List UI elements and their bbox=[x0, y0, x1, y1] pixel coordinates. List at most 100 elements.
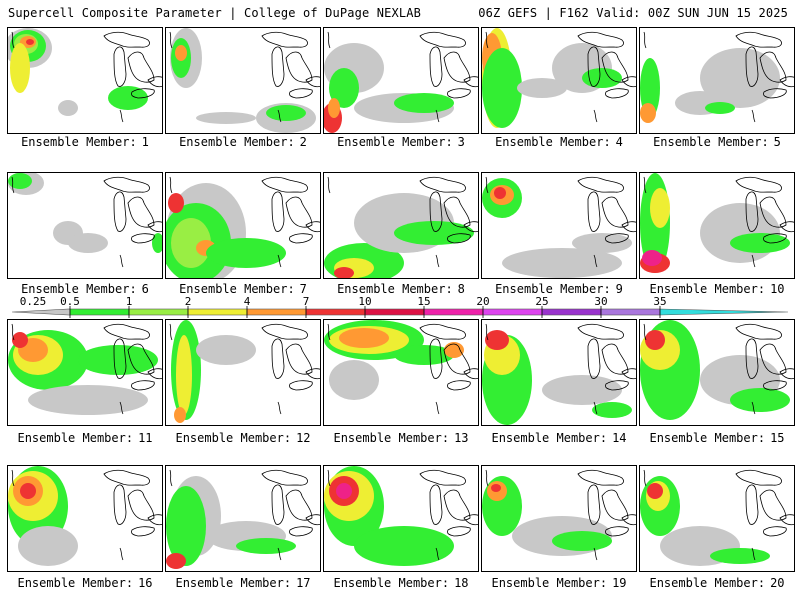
scp-contour bbox=[700, 48, 780, 108]
coastline-detail bbox=[485, 323, 598, 415]
map-panel-14 bbox=[481, 319, 637, 426]
scp-contour bbox=[494, 187, 506, 199]
great-lakes-outline bbox=[735, 31, 794, 99]
scp-contour bbox=[166, 553, 186, 569]
scp-contour bbox=[171, 218, 211, 268]
member-label-6: Ensemble Member: 6 bbox=[21, 282, 149, 296]
member-label-2: Ensemble Member: 2 bbox=[179, 135, 307, 149]
great-lakes-outline bbox=[577, 469, 636, 537]
scp-contour bbox=[444, 342, 464, 358]
coastline-detail bbox=[11, 176, 124, 268]
member-label-18: Ensemble Member: 18 bbox=[333, 576, 469, 590]
scp-contour bbox=[20, 483, 36, 499]
map-panel-9-graphic bbox=[482, 176, 636, 278]
member-label-5: Ensemble Member: 5 bbox=[653, 135, 781, 149]
great-lakes-outline bbox=[577, 323, 636, 391]
coastline-detail bbox=[643, 31, 756, 123]
coastline-detail bbox=[643, 323, 756, 415]
coastline-detail bbox=[169, 176, 282, 268]
scp-contour bbox=[78, 345, 158, 375]
map-panel-3 bbox=[323, 27, 479, 134]
map-panel-14-graphic bbox=[482, 323, 636, 425]
scp-contour bbox=[592, 402, 632, 418]
scp-contour bbox=[394, 221, 474, 245]
colorbar-tick-label: 7 bbox=[302, 295, 310, 308]
coastline-detail bbox=[169, 323, 282, 415]
scp-contour bbox=[168, 193, 184, 213]
great-lakes-outline bbox=[103, 323, 162, 391]
map-panel-11 bbox=[7, 319, 163, 426]
scp-contour bbox=[640, 58, 660, 118]
colorbar bbox=[12, 306, 788, 318]
map-panel-4-graphic bbox=[482, 28, 636, 128]
coastline-detail bbox=[327, 323, 440, 415]
scp-contour bbox=[334, 267, 354, 278]
coastline-detail bbox=[327, 31, 440, 123]
coastline-detail bbox=[485, 31, 598, 123]
colorbar-tick-label: 0.25 bbox=[19, 295, 47, 308]
scp-contour bbox=[10, 43, 30, 93]
scp-contour bbox=[354, 526, 454, 566]
scp-contour bbox=[491, 484, 501, 492]
map-panel-19 bbox=[481, 465, 637, 572]
great-lakes-outline bbox=[261, 323, 320, 391]
member-label-3: Ensemble Member: 3 bbox=[337, 135, 465, 149]
scp-contour bbox=[339, 328, 389, 348]
map-panel-13 bbox=[323, 319, 479, 426]
map-panel-12 bbox=[165, 319, 321, 426]
colorbar-segment bbox=[423, 308, 484, 316]
map-panel-2-graphic bbox=[169, 28, 320, 133]
great-lakes-outline bbox=[103, 469, 162, 537]
scp-contour bbox=[12, 332, 28, 348]
great-lakes-outline bbox=[735, 323, 794, 391]
map-panel-19-graphic bbox=[482, 469, 636, 561]
scp-contour bbox=[582, 68, 622, 88]
scp-contour bbox=[485, 330, 509, 350]
great-lakes-outline bbox=[735, 469, 794, 537]
great-lakes-outline bbox=[261, 31, 320, 99]
coastline-detail bbox=[485, 176, 598, 268]
colorbar-segment bbox=[305, 308, 366, 316]
scp-contour bbox=[176, 335, 192, 415]
map-panel-5-graphic bbox=[640, 31, 794, 123]
scp-contour bbox=[650, 188, 670, 228]
map-panel-10-graphic bbox=[640, 173, 794, 273]
great-lakes-outline bbox=[419, 176, 478, 244]
coastline-detail bbox=[11, 323, 124, 415]
map-panel-16 bbox=[7, 465, 163, 572]
scp-contour bbox=[152, 233, 162, 253]
coastline-detail bbox=[169, 469, 282, 561]
map-panel-7-graphic bbox=[166, 176, 320, 278]
scp-contour bbox=[394, 93, 454, 113]
member-label-9: Ensemble Member: 9 bbox=[495, 282, 623, 296]
member-label-7: Ensemble Member: 7 bbox=[179, 282, 307, 296]
map-panel-9 bbox=[481, 172, 637, 279]
member-label-11: Ensemble Member: 11 bbox=[17, 431, 153, 445]
great-lakes-outline bbox=[419, 469, 478, 537]
colorbar-tick-label: 25 bbox=[535, 295, 549, 308]
map-title: Supercell Composite Parameter | College … bbox=[8, 6, 421, 20]
scp-contour bbox=[58, 100, 78, 116]
scp-contour bbox=[336, 483, 352, 499]
colorbar-tick-label: 30 bbox=[594, 295, 608, 308]
map-panel-1 bbox=[7, 27, 163, 134]
scp-contour bbox=[175, 45, 187, 61]
map-panel-7 bbox=[165, 172, 321, 279]
member-label-17: Ensemble Member: 17 bbox=[175, 576, 311, 590]
map-panel-8 bbox=[323, 172, 479, 279]
colorbar-tick-label: 20 bbox=[476, 295, 490, 308]
map-panel-6-graphic bbox=[8, 173, 162, 268]
map-panel-16-graphic bbox=[8, 466, 162, 566]
scp-contour bbox=[266, 105, 306, 121]
scp-contour bbox=[26, 39, 34, 45]
coastline-detail bbox=[485, 469, 598, 561]
map-panel-15-graphic bbox=[640, 320, 794, 420]
scp-contour bbox=[642, 250, 662, 266]
colorbar-segment bbox=[541, 308, 602, 316]
scp-contour bbox=[730, 233, 790, 253]
colorbar-segment bbox=[482, 308, 543, 316]
map-panel-10 bbox=[639, 172, 795, 279]
great-lakes-outline bbox=[261, 176, 320, 244]
colorbar-tick-label: 2 bbox=[184, 295, 192, 308]
scp-contour bbox=[705, 102, 735, 114]
